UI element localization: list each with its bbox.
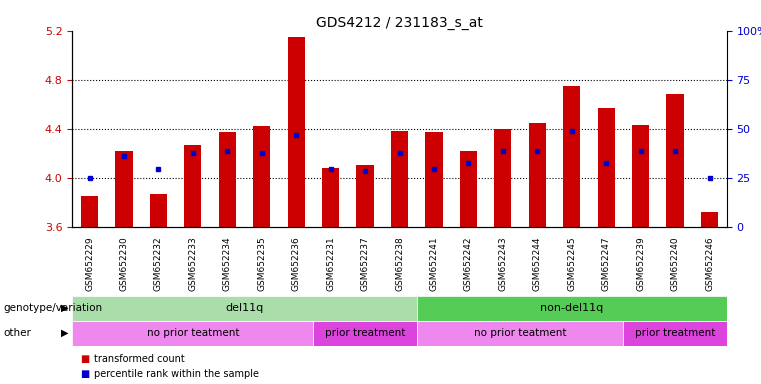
Bar bbox=[597, 108, 615, 227]
Text: non-del11q: non-del11q bbox=[540, 303, 603, 313]
Bar bbox=[72, 296, 417, 321]
Text: percentile rank within the sample: percentile rank within the sample bbox=[94, 369, 259, 379]
Text: transformed count: transformed count bbox=[94, 354, 184, 364]
Bar bbox=[288, 37, 305, 227]
Bar bbox=[314, 321, 417, 346]
Bar bbox=[391, 131, 408, 227]
Text: ▶: ▶ bbox=[61, 328, 68, 338]
Text: prior treatment: prior treatment bbox=[635, 328, 715, 338]
Text: no prior teatment: no prior teatment bbox=[474, 328, 566, 338]
Bar bbox=[150, 194, 167, 227]
Bar bbox=[425, 132, 443, 227]
Text: ■: ■ bbox=[80, 369, 89, 379]
Bar bbox=[529, 122, 546, 227]
Bar bbox=[623, 321, 727, 346]
Bar bbox=[218, 132, 236, 227]
Bar bbox=[701, 212, 718, 227]
Bar bbox=[81, 196, 98, 227]
Text: other: other bbox=[4, 328, 32, 338]
Text: genotype/variation: genotype/variation bbox=[4, 303, 103, 313]
Bar bbox=[184, 144, 202, 227]
Bar bbox=[460, 151, 477, 227]
Bar bbox=[356, 166, 374, 227]
Text: ▶: ▶ bbox=[61, 303, 68, 313]
Bar bbox=[632, 125, 649, 227]
Title: GDS4212 / 231183_s_at: GDS4212 / 231183_s_at bbox=[316, 16, 483, 30]
Text: ■: ■ bbox=[80, 354, 89, 364]
Bar bbox=[494, 129, 511, 227]
Bar bbox=[417, 296, 727, 321]
Bar bbox=[417, 321, 623, 346]
Text: prior treatment: prior treatment bbox=[325, 328, 406, 338]
Bar bbox=[563, 86, 581, 227]
Text: no prior teatment: no prior teatment bbox=[147, 328, 239, 338]
Bar bbox=[667, 94, 683, 227]
Bar bbox=[253, 126, 270, 227]
Bar bbox=[116, 151, 132, 227]
Bar bbox=[322, 168, 339, 227]
Bar bbox=[72, 321, 314, 346]
Text: del11q: del11q bbox=[225, 303, 263, 313]
